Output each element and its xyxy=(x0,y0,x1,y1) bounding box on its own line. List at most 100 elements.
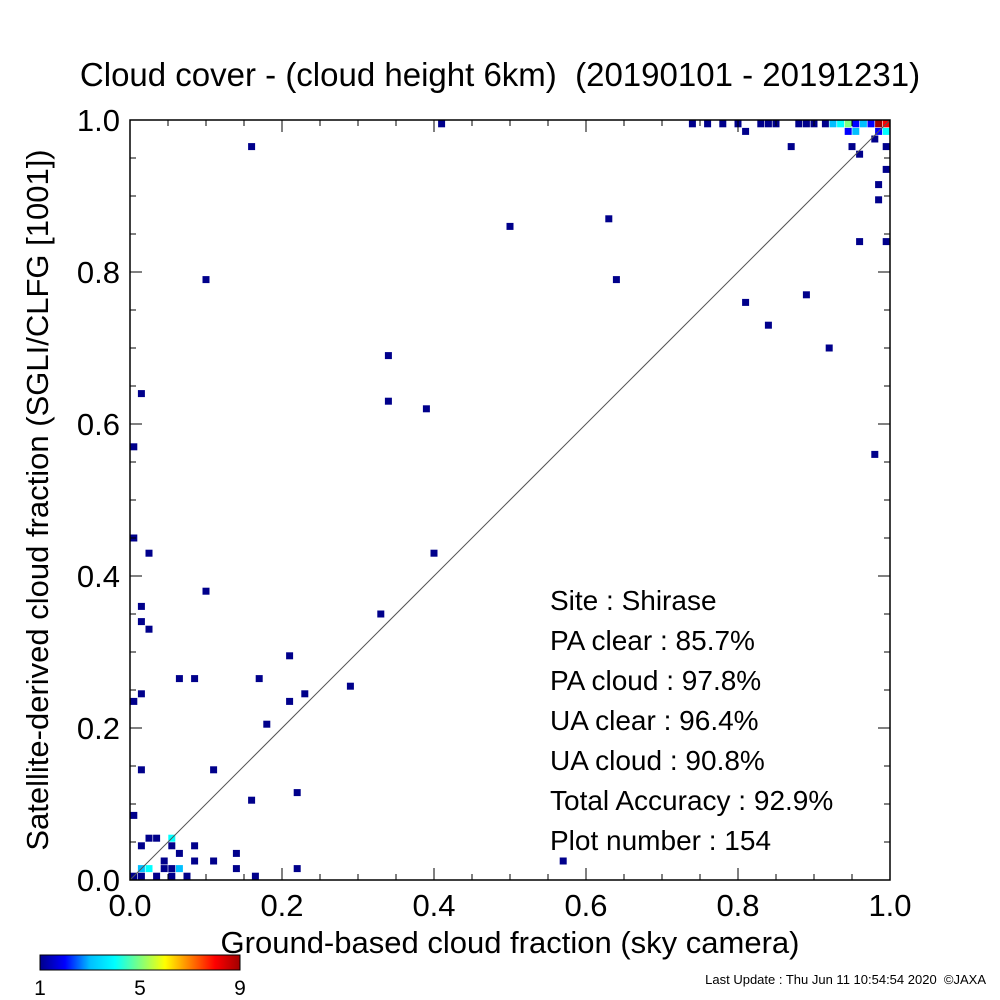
data-point xyxy=(856,150,864,158)
data-point xyxy=(844,120,852,128)
data-point xyxy=(301,690,309,698)
data-point xyxy=(137,872,145,880)
data-point xyxy=(848,143,856,151)
data-point xyxy=(875,120,883,128)
data-point xyxy=(255,675,263,683)
data-point xyxy=(145,625,153,633)
data-point xyxy=(145,865,153,873)
data-point xyxy=(802,291,810,299)
data-point xyxy=(829,120,837,128)
stat-value: 85.7% xyxy=(668,625,755,656)
last-update-footer: Last Update : Thu Jun 11 10:54:54 2020 ©… xyxy=(705,972,986,987)
data-point xyxy=(175,865,183,873)
data-point xyxy=(175,849,183,857)
data-point xyxy=(130,811,138,819)
data-point xyxy=(882,143,890,151)
stat-label: UA clear : xyxy=(550,705,671,736)
y-tick-label: 0.8 xyxy=(77,255,120,290)
stat-label: Site : Shirase xyxy=(550,585,717,616)
data-point xyxy=(559,857,567,865)
x-tick-label: 0.0 xyxy=(108,888,151,923)
data-point xyxy=(137,766,145,774)
data-point xyxy=(183,872,191,880)
data-point xyxy=(825,344,833,352)
data-point xyxy=(168,872,176,880)
data-point xyxy=(232,849,240,857)
data-point xyxy=(787,143,795,151)
stat-value: 90.8% xyxy=(678,745,765,776)
data-point xyxy=(160,857,168,865)
data-point xyxy=(871,450,879,458)
data-point xyxy=(764,120,772,128)
y-axis-label: Satellite-derived cloud fraction (SGLI/C… xyxy=(20,149,55,850)
data-point xyxy=(130,697,138,705)
colorbar-gradient xyxy=(40,955,240,970)
stat-line: PA clear : 85.7% xyxy=(550,625,755,656)
colorbar-tick-label: 1 xyxy=(34,977,46,1000)
y-tick-label: 0.6 xyxy=(77,407,120,442)
data-point xyxy=(160,865,168,873)
data-point xyxy=(137,602,145,610)
x-tick-label: 0.2 xyxy=(260,888,303,923)
y-tick-label: 1.0 xyxy=(77,103,120,138)
data-point xyxy=(137,842,145,850)
x-tick-label: 0.8 xyxy=(716,888,759,923)
tick-labels: 0.0 0.2 0.4 0.6 0.8 1.0 0.0 0.2 0.4 0.6 0.8 1.0 xyxy=(77,103,912,923)
stat-line: Total Accuracy : 92.9% xyxy=(550,785,833,816)
data-point xyxy=(882,165,890,173)
data-point xyxy=(852,127,860,135)
data-point xyxy=(704,120,712,128)
data-point xyxy=(438,120,446,128)
data-point xyxy=(719,120,727,128)
data-point xyxy=(137,618,145,626)
data-point xyxy=(384,397,392,405)
stat-value: 92.9% xyxy=(746,785,833,816)
colorbar: 1 5 9 xyxy=(34,954,246,1000)
stat-value: 96.4% xyxy=(671,705,758,736)
y-tick-label: 0.2 xyxy=(77,711,120,746)
stat-label: Total Accuracy : xyxy=(550,785,746,816)
colorbar-frame xyxy=(39,954,241,971)
data-point xyxy=(742,298,750,306)
data-point xyxy=(506,222,514,230)
colorbar-tick-label: 5 xyxy=(134,977,146,1000)
data-point xyxy=(191,857,199,865)
stat-line: UA cloud : 90.8% xyxy=(550,745,765,776)
data-point xyxy=(210,857,218,865)
data-point xyxy=(867,120,875,128)
data-point xyxy=(130,443,138,451)
stat-line: Site : Shirase xyxy=(550,585,717,616)
data-point xyxy=(293,789,301,797)
stats-box: Site : Shirase PA clear : 85.7% PA cloud :… xyxy=(550,585,833,856)
data-point xyxy=(377,610,385,618)
data-points xyxy=(130,120,890,880)
x-tick-label: 0.4 xyxy=(412,888,455,923)
x-tick-label: 1.0 xyxy=(868,888,911,923)
data-point xyxy=(802,120,810,128)
data-point xyxy=(293,865,301,873)
stat-line: UA clear : 96.4% xyxy=(550,705,759,736)
stat-line: Plot number : 154 xyxy=(550,825,771,856)
data-point xyxy=(286,697,294,705)
data-point xyxy=(248,796,256,804)
stat-value: 154 xyxy=(717,825,772,856)
data-point xyxy=(191,675,199,683)
data-point xyxy=(202,276,210,284)
stat-label: PA clear : xyxy=(550,625,668,656)
data-point xyxy=(191,842,199,850)
y-tick-label: 0.0 xyxy=(77,863,120,898)
stat-line: PA cloud : 97.8% xyxy=(550,665,761,696)
data-point xyxy=(145,834,153,842)
data-point xyxy=(837,120,845,128)
data-point xyxy=(210,766,218,774)
data-point xyxy=(688,120,696,128)
data-point xyxy=(137,690,145,698)
data-point xyxy=(137,390,145,398)
data-point xyxy=(882,127,890,135)
data-point xyxy=(168,842,176,850)
stat-value: 97.8% xyxy=(674,665,761,696)
data-point xyxy=(871,135,879,143)
chart-title: Cloud cover - (cloud height 6km) (201901… xyxy=(79,56,921,93)
data-point xyxy=(346,682,354,690)
